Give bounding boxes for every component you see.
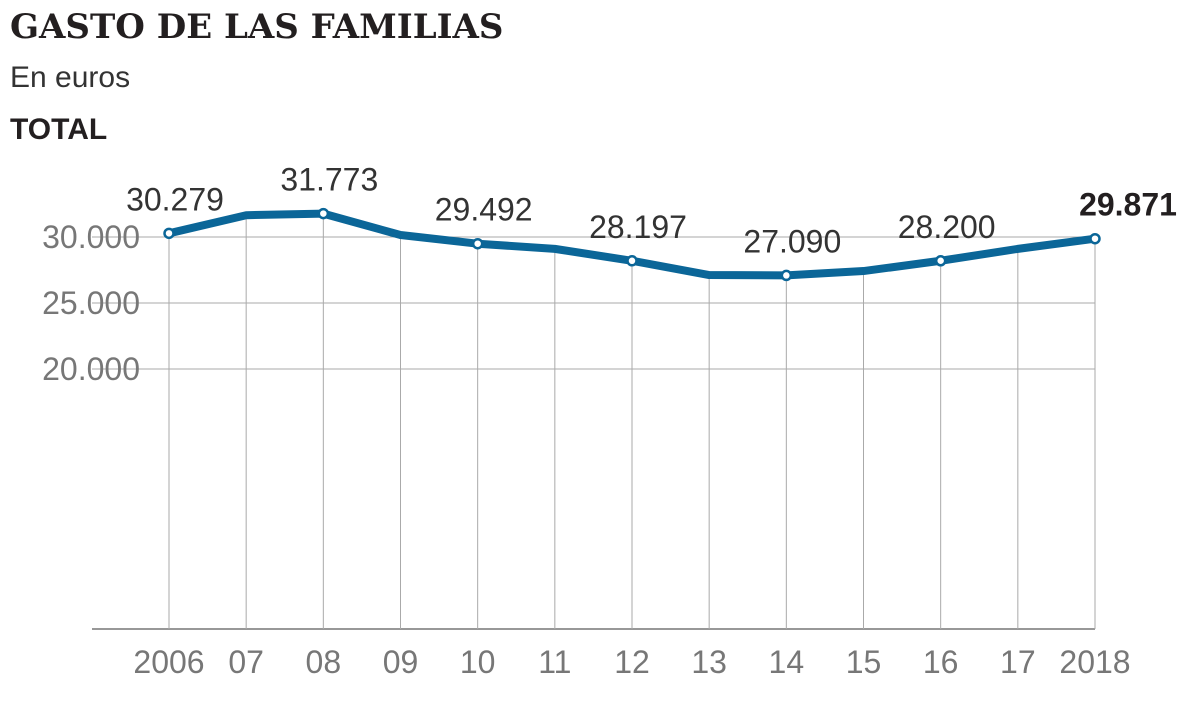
x-tick-label: 2018 bbox=[1059, 644, 1130, 680]
data-point bbox=[934, 255, 947, 267]
x-tick-label: 16 bbox=[923, 644, 959, 680]
data-label: 28.197 bbox=[589, 209, 687, 245]
data-label: 31.773 bbox=[280, 162, 378, 198]
x-tick-label: 2006 bbox=[133, 644, 204, 680]
x-tick-label: 12 bbox=[614, 644, 650, 680]
x-tick-label: 08 bbox=[306, 644, 342, 680]
x-tick-label: 14 bbox=[769, 644, 805, 680]
data-point bbox=[471, 237, 484, 250]
data-point bbox=[317, 207, 330, 220]
y-tick-label: 25.000 bbox=[42, 285, 140, 321]
chart-subtitle: En euros bbox=[10, 61, 130, 94]
data-label: 29.871 bbox=[1079, 187, 1177, 223]
data-label: 28.200 bbox=[898, 209, 996, 245]
x-tick-label: 17 bbox=[1000, 644, 1036, 680]
chart-title: GASTO DE LAS FAMILIAS bbox=[10, 7, 503, 47]
section-label: TOTAL bbox=[10, 113, 107, 146]
x-tick-label: 09 bbox=[383, 644, 419, 680]
data-label: 30.279 bbox=[126, 181, 224, 217]
x-tick-label: 07 bbox=[228, 644, 264, 680]
x-tick-label: 10 bbox=[460, 644, 496, 680]
data-label: 29.492 bbox=[435, 192, 533, 228]
data-point bbox=[780, 269, 793, 282]
data-point bbox=[626, 255, 638, 267]
data-point bbox=[163, 227, 175, 240]
x-tick-label: 13 bbox=[691, 644, 727, 680]
data-point bbox=[1089, 232, 1101, 245]
y-tick-label: 30.000 bbox=[42, 219, 140, 255]
x-tick-label: 15 bbox=[846, 644, 882, 680]
data-label: 27.090 bbox=[743, 223, 841, 259]
y-tick-label: 20.000 bbox=[42, 351, 140, 387]
x-tick-label: 11 bbox=[538, 644, 571, 680]
